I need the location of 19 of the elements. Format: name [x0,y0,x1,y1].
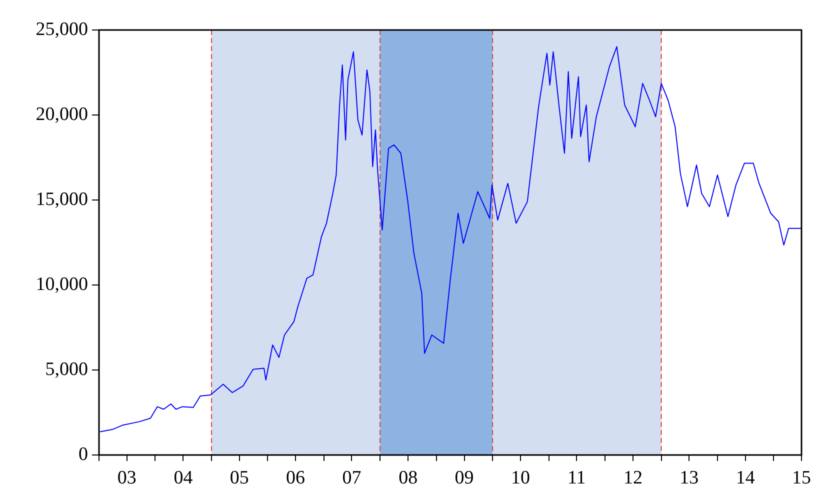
x-tick-label: 07 [342,467,362,488]
x-tick-label: 05 [230,467,249,488]
x-tick-label: 08 [398,467,418,488]
x-tick-label: 06 [286,467,306,488]
y-tick-label: 0 [78,444,88,465]
y-tick-label: 25,000 [36,18,88,40]
x-tick-label: 12 [623,467,642,488]
x-tick-label: 09 [454,467,474,488]
y-tick-label: 10,000 [36,274,88,295]
y-tick-label: 20,000 [36,104,88,125]
y-tick-label: 5,000 [45,358,88,380]
x-tick-label: 13 [680,467,699,488]
x-tick-label: 03 [117,467,136,488]
x-tick-label: 11 [567,467,586,488]
x-tick-label: 14 [736,467,756,488]
x-tick-label: 10 [510,467,530,488]
y-tick-label: 15,000 [36,188,88,210]
x-tick-label: 15 [792,467,811,488]
x-tick-label: 04 [174,467,194,488]
